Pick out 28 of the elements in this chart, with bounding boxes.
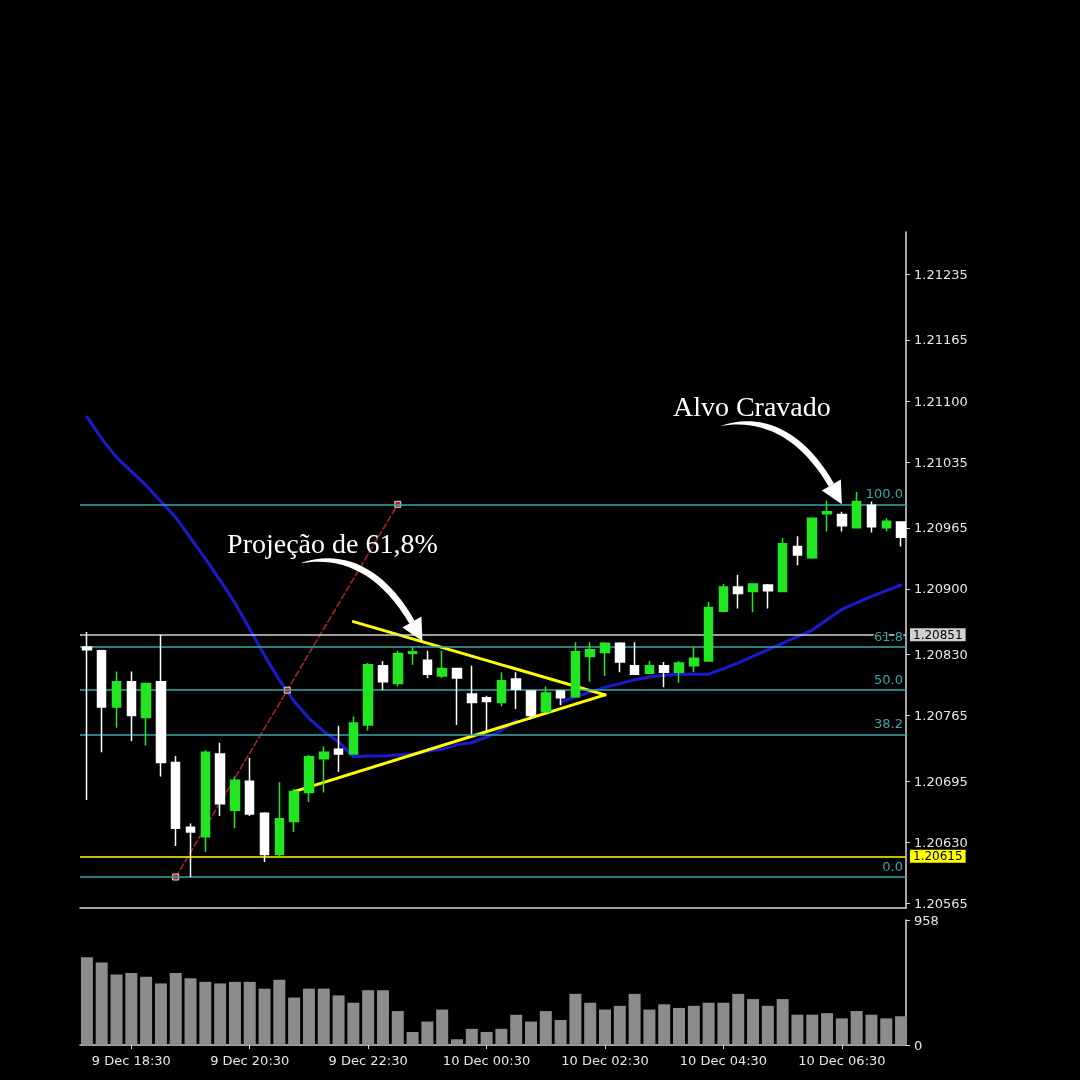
x-tick-label: 9 Dec 18:30	[91, 1053, 171, 1068]
y-tick-label: 1.20695	[914, 773, 968, 789]
annotation: 100.0	[865, 486, 903, 502]
annotation: 38.2	[874, 716, 903, 732]
x-tick-label: 9 Dec 20:30	[210, 1053, 290, 1068]
x-tick-label: 10 Dec 04:30	[679, 1053, 768, 1068]
annotation: Projeção de 61,8%	[227, 528, 438, 560]
y-tick-label: 958	[914, 912, 939, 928]
y-tick-label: 1.20565	[914, 895, 968, 911]
annotation: Alvo Cravado	[672, 391, 831, 423]
y-tick-label: 1.21100	[914, 393, 968, 409]
y-tick-label: 1.20630	[914, 834, 968, 850]
x-tick-label: 9 Dec 22:30	[328, 1053, 408, 1068]
x-tick-label: 10 Dec 02:30	[561, 1053, 649, 1068]
ref-line-label: 1.20615	[913, 849, 963, 864]
annotation: 0.0	[882, 859, 903, 875]
x-tick-label: 10 Dec 00:30	[442, 1053, 531, 1068]
x-tick-label: 10 Dec 06:30	[798, 1053, 886, 1068]
y-tick-label: 1.21165	[914, 332, 968, 348]
y-tick-label: 1.20900	[914, 581, 968, 597]
y-tick-label: 0	[914, 1037, 923, 1053]
y-tick-label: 1.21035	[914, 454, 968, 470]
annotation: 50.0	[874, 672, 903, 688]
ref-line-label: 1.20851	[913, 627, 963, 642]
y-tick-label: 1.20965	[914, 520, 968, 536]
y-tick-label: 1.21235	[914, 266, 968, 282]
y-tick-label: 1.20765	[914, 708, 968, 724]
y-tick-label: 1.20830	[914, 647, 968, 662]
